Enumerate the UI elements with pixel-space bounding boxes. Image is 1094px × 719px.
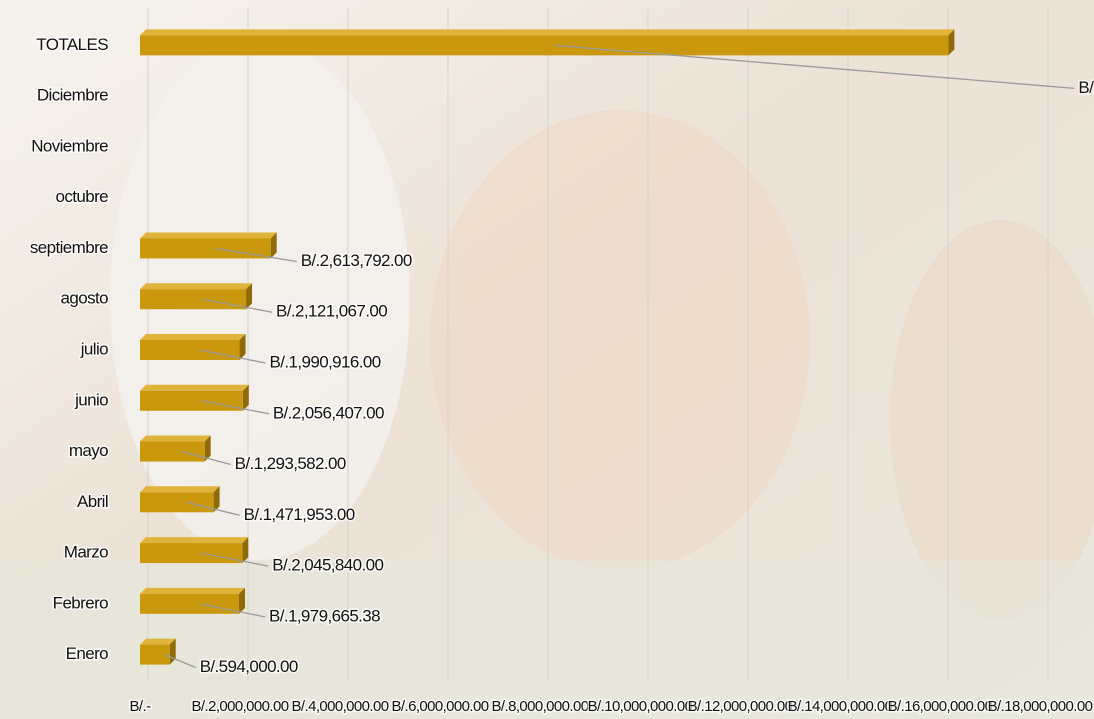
value-label: B/.594,000.00 xyxy=(200,657,298,676)
value-label: B/.1,979,665.38 xyxy=(269,606,380,625)
y-tick-label: octubre xyxy=(55,187,108,206)
bar xyxy=(140,442,205,462)
y-tick-label: septiembre xyxy=(30,238,108,257)
y-tick-label: Marzo xyxy=(64,543,108,562)
value-label: B/.1,471,953.00 xyxy=(244,505,355,524)
bar-top xyxy=(140,486,220,492)
x-tick-label: B/.4,000,000.00 xyxy=(292,698,389,715)
y-tick-label: agosto xyxy=(61,289,109,308)
value-label: B/.2,613,792.00 xyxy=(301,251,412,270)
bar xyxy=(140,492,214,512)
bar-top xyxy=(140,232,277,238)
background-shape xyxy=(430,110,810,570)
bar xyxy=(140,594,239,614)
y-tick-label: Febrero xyxy=(53,593,108,612)
value-label: B/.16,167,222.38 xyxy=(1078,78,1094,97)
y-tick-label: Enero xyxy=(66,644,109,663)
bar xyxy=(140,391,243,411)
y-tick-label: Noviembre xyxy=(31,136,108,155)
bar-top xyxy=(140,283,252,289)
x-tick-label: B/.2,000,000.00 xyxy=(192,698,289,715)
x-tick-label: B/.- xyxy=(130,698,152,715)
x-tick-label: B/.14,000,000.00 xyxy=(788,698,893,715)
value-label: B/.2,056,407.00 xyxy=(273,403,384,422)
bar-top xyxy=(140,334,246,340)
y-tick-label: mayo xyxy=(69,441,108,460)
value-label: B/.2,121,067.00 xyxy=(276,302,387,321)
bar-top xyxy=(140,588,245,594)
y-tick-label: Abril xyxy=(77,492,108,511)
bar xyxy=(140,340,240,360)
x-tick-label: B/.6,000,000.00 xyxy=(392,698,489,715)
y-tick-label: julio xyxy=(80,339,108,358)
value-label: B/.1,293,582.00 xyxy=(235,454,346,473)
x-tick-label: B/.18,000,000.00 xyxy=(988,698,1093,715)
bar-top xyxy=(140,639,176,645)
x-tick-label: B/.16,000,000.00 xyxy=(888,698,993,715)
value-label: B/.1,990,916.00 xyxy=(270,352,381,371)
bar xyxy=(140,543,242,563)
value-label: B/.2,045,840.00 xyxy=(272,556,383,575)
y-tick-label: junio xyxy=(74,390,108,409)
bar-top xyxy=(140,537,248,543)
y-tick-label: Diciembre xyxy=(37,86,108,105)
bar xyxy=(140,238,271,258)
bar-top xyxy=(140,385,249,391)
chart: B/.- B/.2,000,000.00B/.4,000,000.00B/.6,0… xyxy=(0,0,1094,719)
page: B/.- B/.2,000,000.00B/.4,000,000.00B/.6,0… xyxy=(0,0,1094,719)
bar-top xyxy=(140,29,954,35)
x-tick-label: B/.8,000,000.00 xyxy=(492,698,589,715)
bar-top xyxy=(140,436,211,442)
x-tick-label: B/.12,000,000.00 xyxy=(688,698,793,715)
x-tick-label: B/.10,000,000.00 xyxy=(588,698,693,715)
bar xyxy=(140,289,246,309)
y-tick-label: TOTALES xyxy=(36,35,108,54)
bar xyxy=(140,35,948,55)
